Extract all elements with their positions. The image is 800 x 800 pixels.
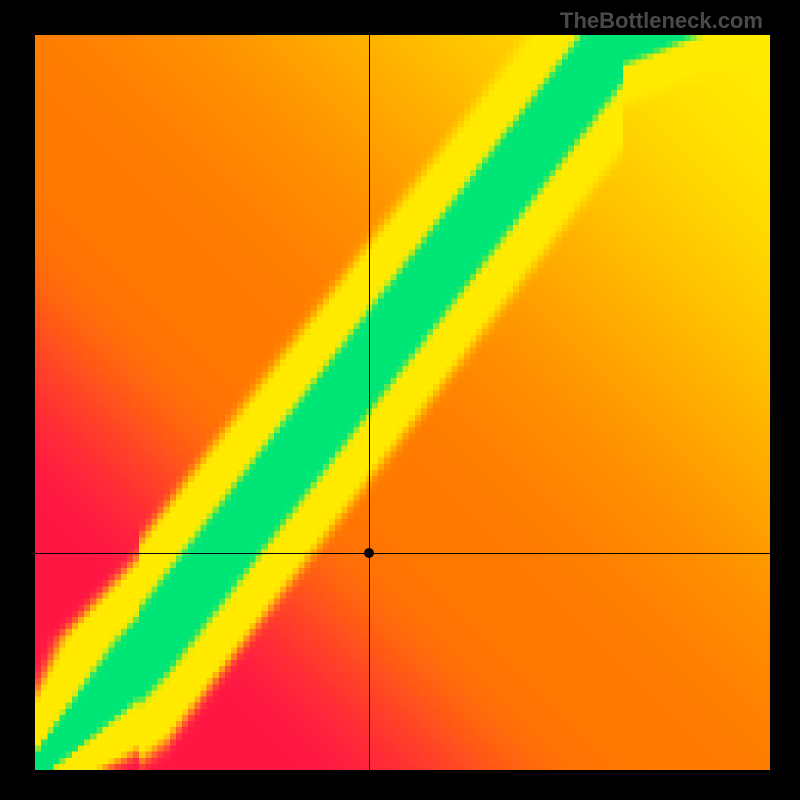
crosshair-marker [364,548,374,558]
bottleneck-heatmap [35,35,770,770]
crosshair-vertical [369,35,370,770]
chart-container: TheBottleneck.com [0,0,800,800]
watermark-text: TheBottleneck.com [560,8,763,34]
crosshair-horizontal [35,553,770,554]
